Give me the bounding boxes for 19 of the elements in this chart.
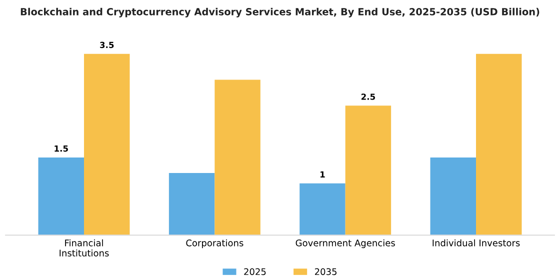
bar [168, 173, 215, 236]
data-label: 3.5 [100, 42, 114, 48]
bar [214, 80, 260, 236]
x-tick-label: Individual Investors [432, 239, 520, 246]
x-tick-label: Corporations [186, 239, 244, 248]
data-label: 1.5 [54, 146, 68, 152]
legend-label: 2025 [244, 268, 266, 276]
bar [38, 157, 84, 236]
x-tick-label: Financial Institutions [60, 239, 109, 256]
legend-label: 2035 [314, 268, 336, 276]
bar [345, 106, 392, 236]
x-tick-label: Government Agencies [296, 239, 395, 248]
bar [430, 157, 476, 236]
data-label: 2.5 [361, 94, 375, 100]
data-label: 1 [320, 171, 325, 178]
bar [84, 54, 130, 236]
chart-title: Blockchain and Cryptocurrency Advisory Services Market, By End Use, 2025-2035 (USD Billion) [20, 8, 540, 18]
bar [300, 183, 346, 236]
bar [476, 54, 522, 236]
